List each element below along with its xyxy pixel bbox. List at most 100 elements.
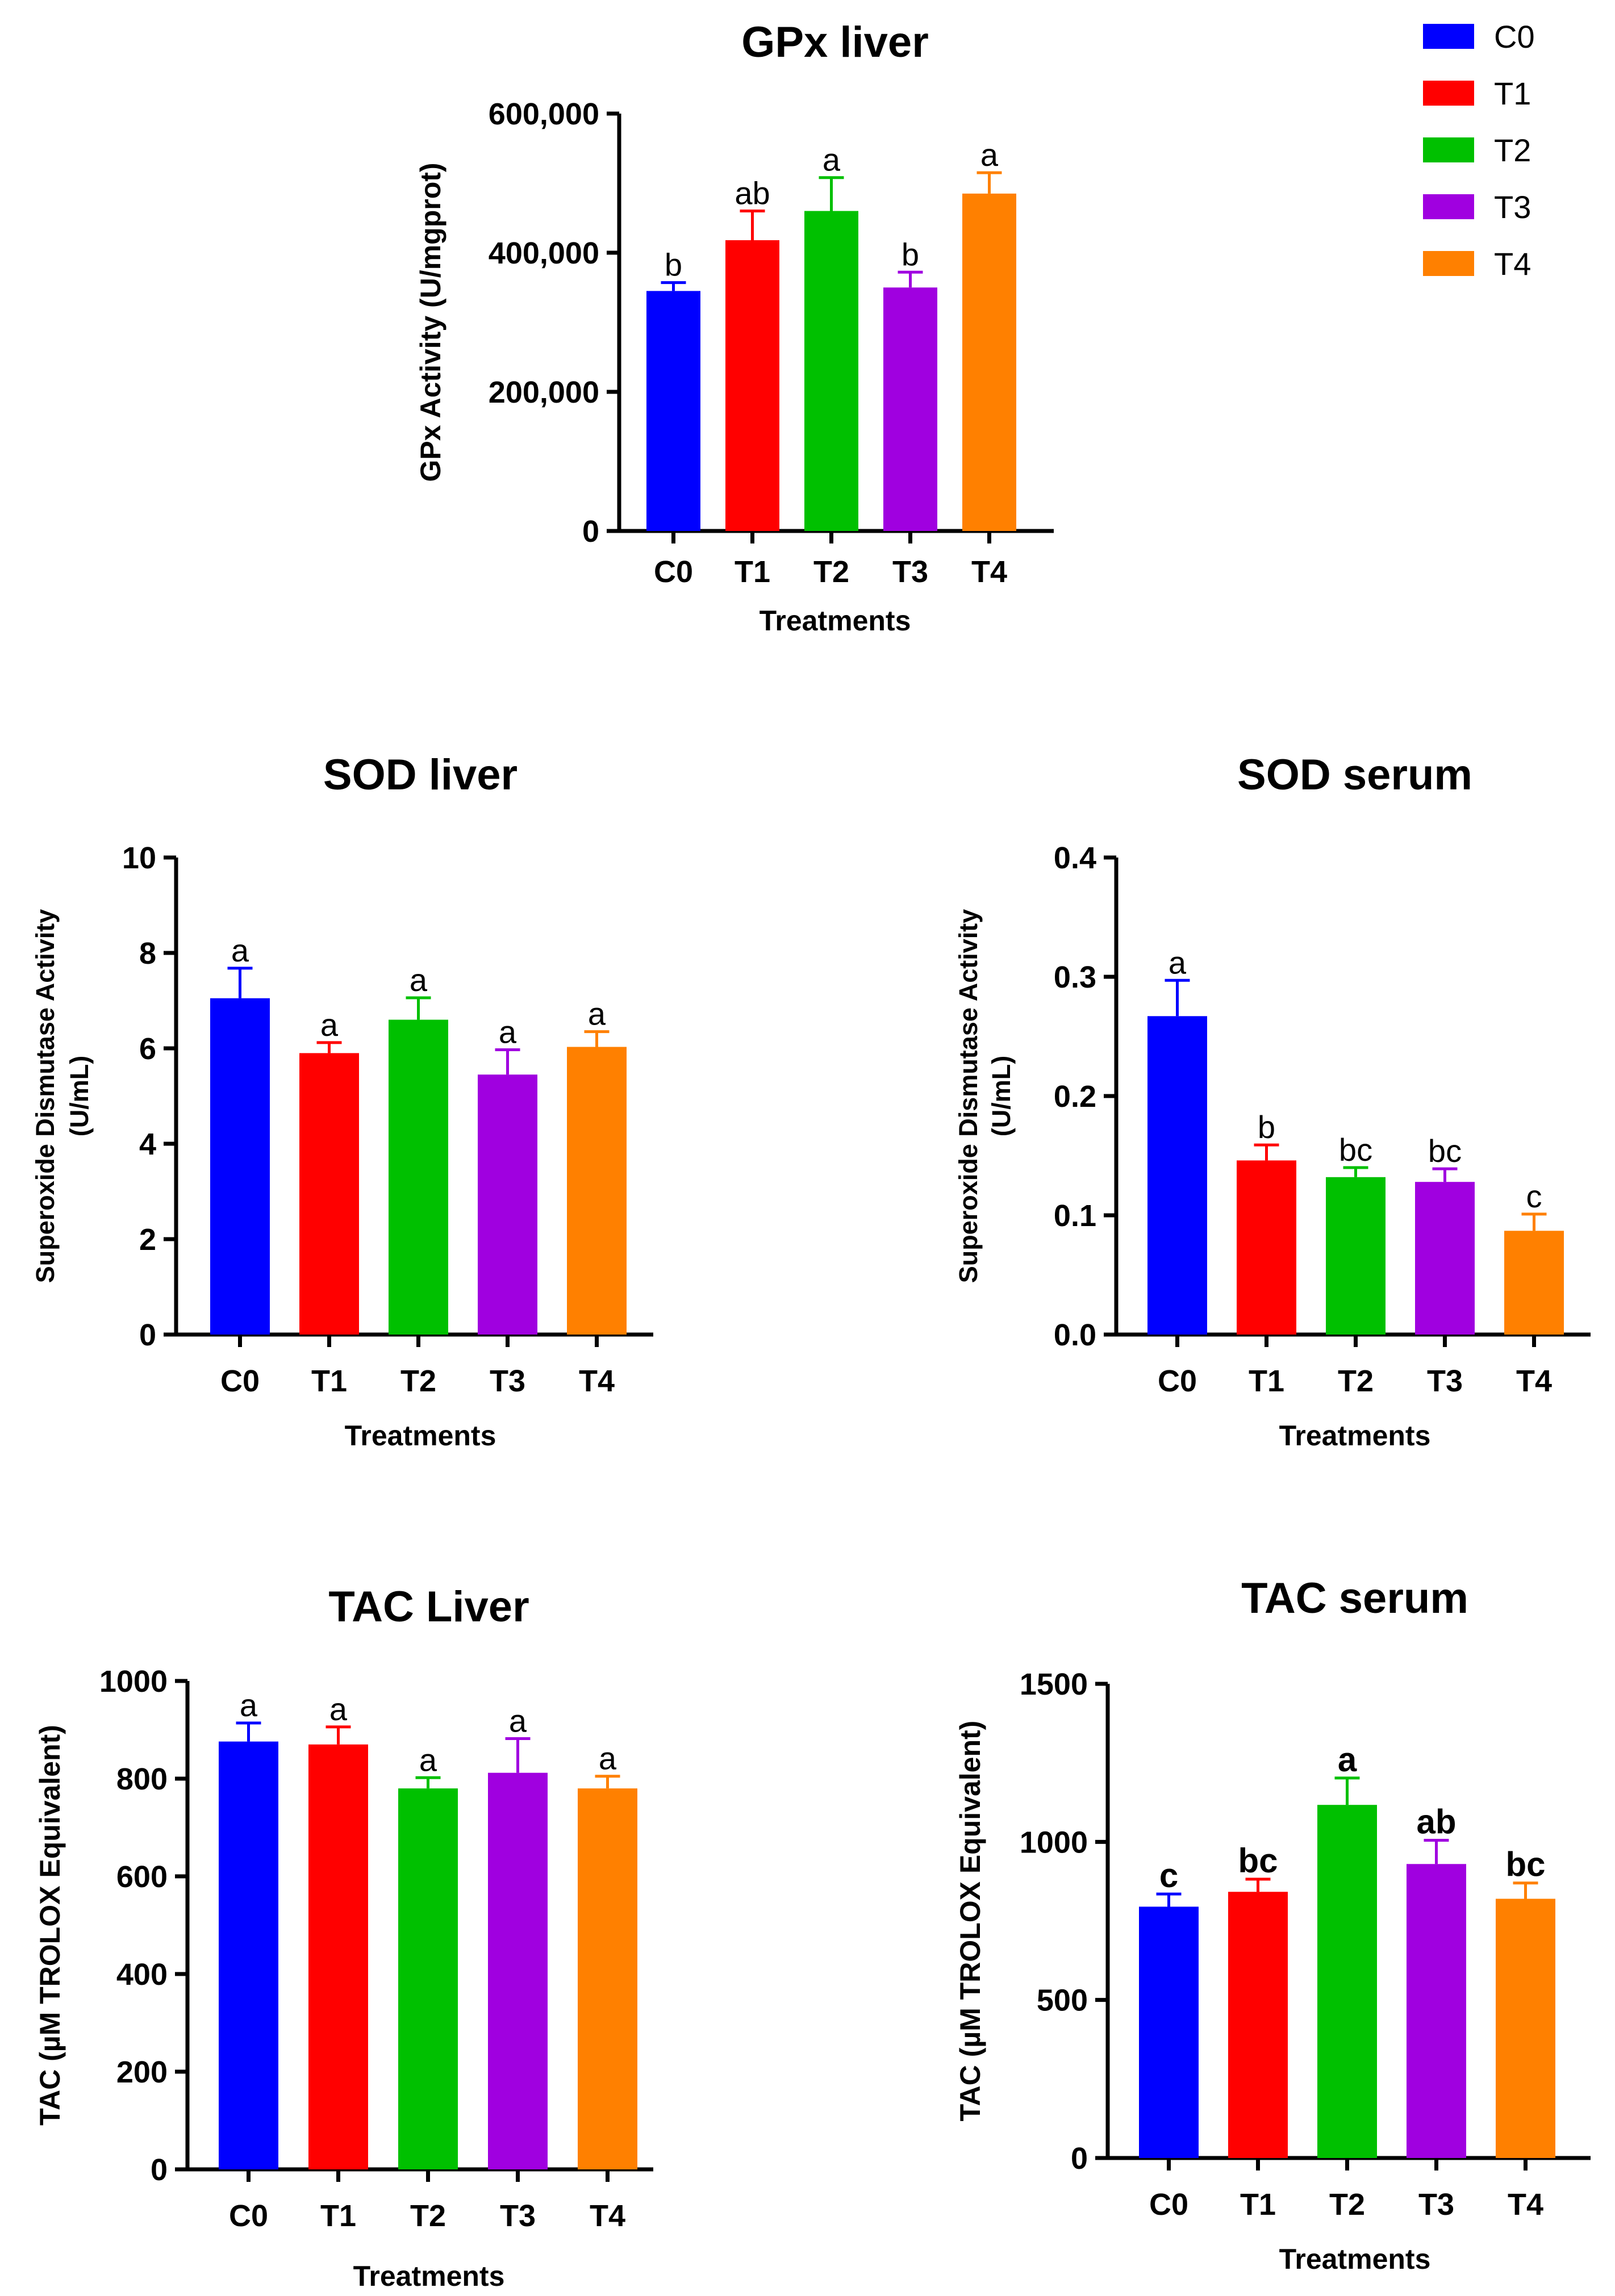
- bar-t4: [1496, 1898, 1555, 2158]
- y-tick-label: 4: [139, 1127, 156, 1161]
- bar-t2: [1326, 1177, 1386, 1335]
- bar-t4: [1504, 1231, 1564, 1335]
- y-axis-label-line1: Superoxide Dismutase Activity: [954, 909, 983, 1283]
- y-tick-label: 8: [139, 936, 156, 971]
- significance-letter-t3: ab: [1416, 1803, 1456, 1841]
- y-tick-label: 2: [139, 1223, 156, 1257]
- legend-label-t1: T1: [1494, 76, 1531, 111]
- legend-swatch-t4: [1423, 251, 1474, 276]
- x-tick-label: T2: [400, 1364, 436, 1398]
- bar-c0: [1139, 1906, 1199, 2158]
- bar-t4: [962, 193, 1016, 531]
- legend-swatch-c0: [1423, 24, 1474, 49]
- y-tick-label: 200: [116, 2055, 168, 2089]
- legend-swatch-t2: [1423, 137, 1474, 162]
- significance-letter-t2: bc: [1339, 1132, 1372, 1168]
- legend-swatch-t3: [1423, 194, 1474, 219]
- significance-letter-t2: a: [410, 962, 428, 998]
- y-tick-label: 400,000: [489, 236, 599, 270]
- y-axis-label: TAC (µM TROLOX Equivalent): [954, 1721, 986, 2122]
- significance-letter-c0: c: [1159, 1856, 1178, 1894]
- chart-title: SOD liver: [323, 751, 518, 799]
- x-tick-label: T3: [1427, 1364, 1463, 1398]
- significance-letter-t3: a: [499, 1014, 517, 1050]
- x-tick-label: T4: [1516, 1364, 1552, 1398]
- legend-swatch-t1: [1423, 81, 1474, 106]
- bar-t4: [578, 1788, 637, 2169]
- x-tick-label: T1: [1249, 1364, 1284, 1398]
- chart-sod-serum: SOD serum 0.0 0.1 0.2 0.3 0.4 a C0 b T1 bc T2 bc T3 c T…: [954, 751, 1591, 1452]
- legend-label-t4: T4: [1494, 246, 1531, 282]
- significance-letter-c0: a: [231, 932, 249, 968]
- bar-t3: [488, 1772, 548, 2169]
- x-tick-label: C0: [220, 1364, 260, 1398]
- x-tick-label: C0: [1149, 2188, 1188, 2222]
- bar-t3: [1415, 1182, 1475, 1335]
- x-tick-label: C0: [229, 2199, 268, 2233]
- x-tick-label: T4: [590, 2199, 625, 2233]
- bar-t3: [883, 287, 937, 531]
- y-tick-label: 400: [116, 1958, 168, 1992]
- significance-letter-t1: bc: [1238, 1842, 1278, 1880]
- chart-title: SOD serum: [1237, 751, 1472, 799]
- bar-t3: [1407, 1864, 1466, 2158]
- y-tick-label: 10: [122, 841, 156, 875]
- chart-tac-liver: TAC Liver 0 200 400 600 800 1000 a C0 a T1 a T2 a T3 a T…: [34, 1583, 653, 2292]
- x-tick-label: T2: [1329, 2188, 1365, 2222]
- x-axis-label: Treatments: [345, 1420, 496, 1452]
- significance-letter-t3: a: [509, 1703, 527, 1738]
- x-tick-label: T3: [1418, 2188, 1454, 2222]
- x-tick-label: T1: [1240, 2188, 1276, 2222]
- legend-label-t2: T2: [1494, 132, 1531, 168]
- x-tick-label: T2: [1338, 1364, 1374, 1398]
- x-tick-label: T3: [500, 2199, 536, 2233]
- bar-c0: [219, 1741, 278, 2169]
- x-axis-label: Treatments: [1279, 1420, 1431, 1452]
- bar-t4: [567, 1047, 627, 1335]
- chart-title: TAC serum: [1241, 1574, 1468, 1622]
- bar-c0: [646, 291, 700, 531]
- y-tick-label: 1000: [1020, 1825, 1088, 1859]
- y-tick-label: 0.1: [1054, 1199, 1096, 1233]
- significance-letter-c0: a: [240, 1687, 258, 1723]
- bar-t2: [398, 1788, 458, 2169]
- y-axis-label: GPx Activity (U/mgprot): [415, 162, 446, 482]
- significance-letter-t1: a: [329, 1691, 348, 1727]
- y-tick-label: 0.4: [1054, 841, 1096, 875]
- bar-t2: [389, 1019, 448, 1335]
- significance-letter-t4: a: [588, 996, 606, 1032]
- chart-gpx-liver: GPx liver0200,000400,000600,000bC0abT1aT…: [415, 18, 1054, 637]
- x-tick-label: C0: [654, 555, 693, 589]
- x-tick-label: T2: [813, 555, 849, 589]
- chart-title: GPx liver: [741, 18, 929, 66]
- bar-t3: [478, 1074, 537, 1335]
- significance-letter-t3: bc: [1428, 1133, 1462, 1169]
- y-tick-label: 0.2: [1054, 1080, 1096, 1114]
- y-tick-label: 600: [116, 1860, 168, 1894]
- significance-letter-t4: bc: [1505, 1846, 1545, 1884]
- x-tick-label: T1: [311, 1364, 347, 1398]
- x-tick-label: C0: [1158, 1364, 1197, 1398]
- bar-t1: [299, 1053, 359, 1335]
- y-tick-label: 6: [139, 1032, 156, 1066]
- x-tick-label: T3: [490, 1364, 525, 1398]
- significance-letter-t4: a: [599, 1741, 617, 1776]
- x-tick-label: T4: [1508, 2188, 1543, 2222]
- legend-label-t3: T3: [1494, 189, 1531, 225]
- significance-letter-t4: c: [1526, 1178, 1542, 1214]
- bar-t1: [1228, 1892, 1288, 2158]
- x-axis-label: Treatments: [353, 2260, 505, 2292]
- significance-letter-t4: a: [980, 137, 999, 173]
- bar-t2: [1317, 1805, 1377, 2158]
- significance-letter-c0: b: [665, 247, 682, 283]
- x-tick-label: T3: [892, 555, 928, 589]
- significance-letter-c0: a: [1169, 944, 1187, 980]
- chart-tac-serum: TAC serum 0 500 1000 1500 c C0 bc T1 a T2 ab T3 bc T4 T…: [954, 1574, 1591, 2275]
- significance-letter-t2: a: [823, 142, 841, 178]
- significance-letter-t1: b: [1258, 1109, 1275, 1145]
- y-tick-label: 0.3: [1054, 960, 1096, 994]
- y-tick-label: 0: [139, 1318, 156, 1352]
- y-axis-label-line2: (U/mL): [987, 1056, 1016, 1136]
